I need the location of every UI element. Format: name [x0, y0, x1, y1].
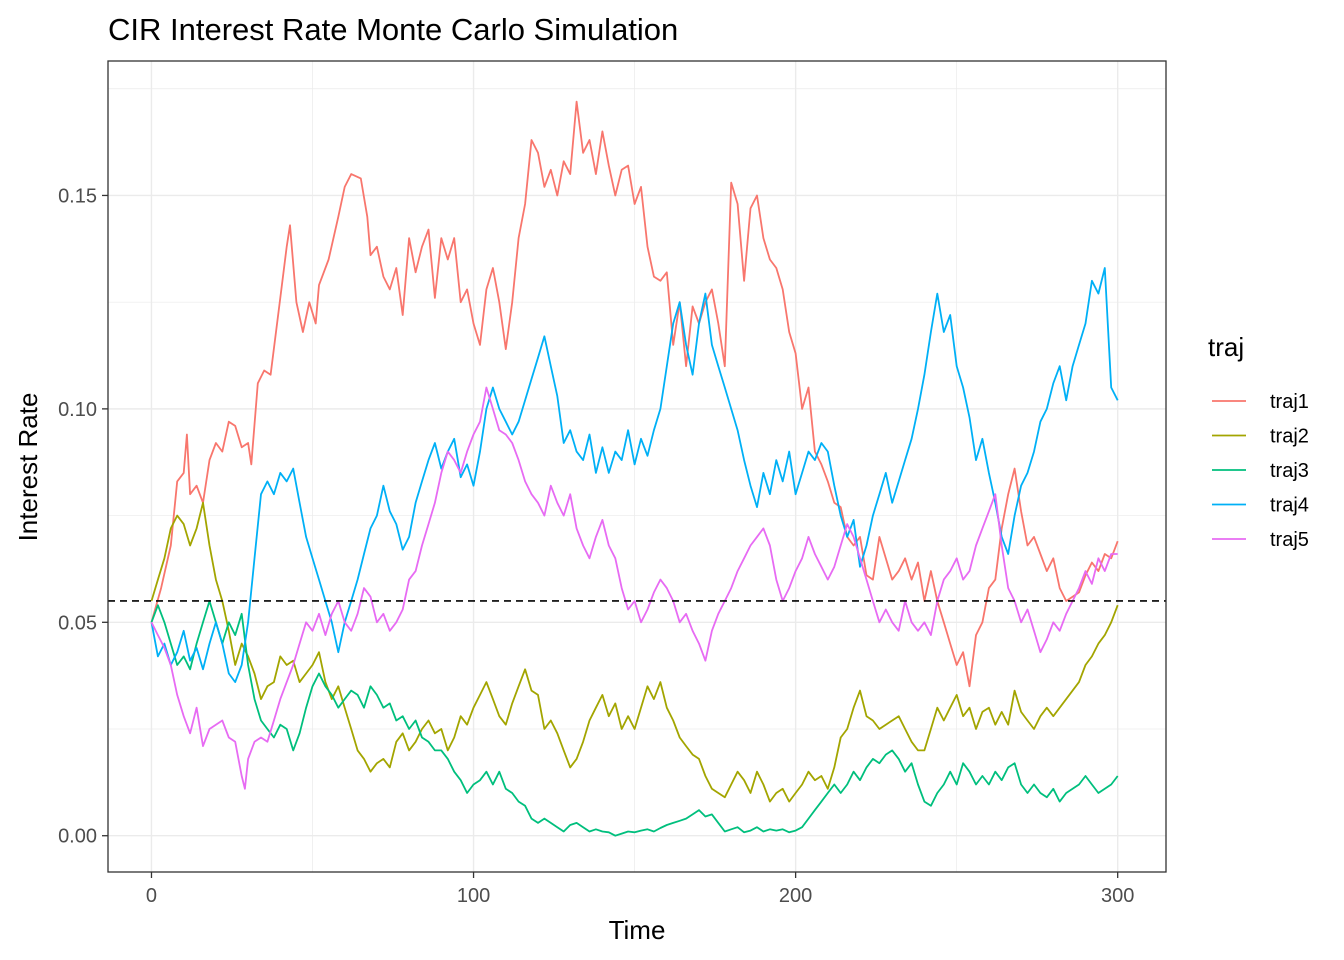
- y-tick-label: 0.15: [58, 185, 97, 207]
- y-tick-label: 0.10: [58, 399, 97, 421]
- series-line-traj3: [150, 600, 1119, 837]
- series-line-traj4: [150, 267, 1119, 683]
- series-line-traj2: [150, 501, 1119, 803]
- x-tick-label: 200: [779, 885, 812, 907]
- x-tick-label: 300: [1101, 885, 1134, 907]
- y-tick-label: 0.00: [58, 826, 97, 848]
- series-layer: [150, 100, 1119, 837]
- grid: [108, 61, 1166, 872]
- chart-title: CIR Interest Rate Monte Carlo Simulation: [108, 12, 678, 47]
- legend-label-traj2: traj2: [1270, 426, 1309, 448]
- series-line-traj1: [150, 100, 1119, 688]
- legend-label-traj1: traj1: [1270, 391, 1309, 413]
- x-axis-title: Time: [609, 915, 666, 945]
- legend-title: traj: [1208, 332, 1244, 362]
- series-line-traj5: [150, 386, 1118, 790]
- y-axis-title: Interest Rate: [13, 393, 43, 542]
- legend-label-traj3: traj3: [1270, 460, 1309, 482]
- y-tick-label: 0.05: [58, 612, 97, 634]
- legend-label-traj4: traj4: [1270, 495, 1309, 517]
- y-axis: 0.00 0.05 0.10 0.15: [58, 185, 108, 848]
- x-tick-label: 100: [457, 885, 490, 907]
- legend: traj traj1 traj2 traj3 traj4 traj5: [1208, 332, 1309, 551]
- x-axis: 0 100 200 300: [146, 872, 1134, 907]
- legend-label-traj5: traj5: [1270, 529, 1309, 551]
- plot-border: [107, 60, 1167, 873]
- x-tick-label: 0: [146, 885, 157, 907]
